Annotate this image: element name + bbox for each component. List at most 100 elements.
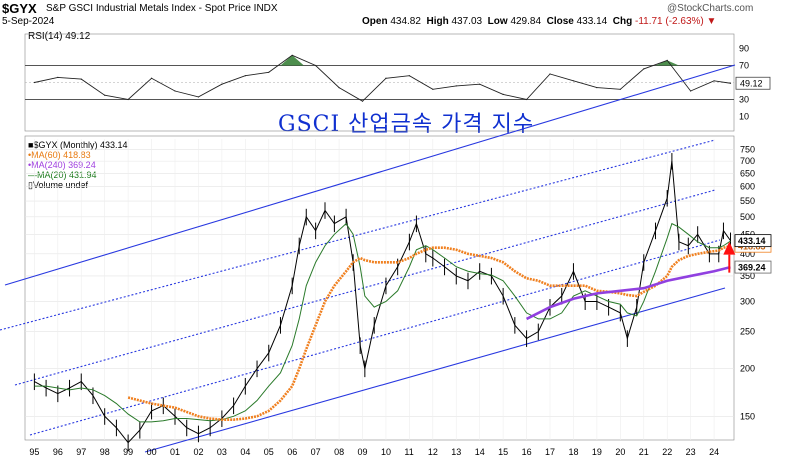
rsi-value-text: 49.12 xyxy=(740,79,763,89)
price-tick-label: 250 xyxy=(740,327,755,337)
rsi-overbought-fill xyxy=(655,60,679,66)
open-label: Open xyxy=(362,16,388,27)
rsi-point xyxy=(315,64,317,67)
high-label: High xyxy=(426,16,449,27)
ma60-line xyxy=(127,244,731,421)
legend-marker: • xyxy=(28,160,32,170)
rsi-point xyxy=(338,87,340,89)
close-value: 433.14 xyxy=(576,16,608,27)
x-tick-label: 08 xyxy=(334,447,344,457)
legend-volume: ▯Volume undef xyxy=(28,180,88,190)
rsi-point xyxy=(549,73,551,75)
x-tick-label: 04 xyxy=(240,447,250,457)
chart-date: 5-Sep-2024 xyxy=(2,16,55,27)
rsi-point xyxy=(361,100,364,102)
x-tick-label: 05 xyxy=(264,447,274,457)
rsi-point xyxy=(385,77,387,79)
chg-down-icon: ▼ xyxy=(706,16,717,27)
low-label: Low xyxy=(487,16,508,27)
price-tick-label: 500 xyxy=(740,212,755,222)
rsi-tick-label: 70 xyxy=(739,61,749,71)
x-tick-label: 09 xyxy=(358,447,368,457)
x-tick-label: 95 xyxy=(29,447,39,457)
rsi-point xyxy=(729,82,732,84)
rsi-point xyxy=(221,83,223,85)
legend-ma60: •MA(60) 418.83 xyxy=(28,150,91,160)
rsi-point xyxy=(596,87,598,89)
overlay-title: GSCI 산업금속 가격 지수 xyxy=(278,112,535,137)
chart-title: S&P GSCI Industrial Metals Index - Spot … xyxy=(46,3,278,14)
ma240-badge xyxy=(734,260,772,274)
price-tick-label: 300 xyxy=(740,296,755,306)
red-arrow-icon xyxy=(723,241,736,255)
rsi-point xyxy=(268,71,270,73)
rsi-point xyxy=(33,81,35,84)
price-tick-label: 650 xyxy=(740,168,755,178)
rsi-point xyxy=(525,98,528,101)
rsi-point xyxy=(713,80,715,82)
legend-marker: • xyxy=(28,150,32,160)
rsi-point xyxy=(690,90,692,92)
x-tick-label: 01 xyxy=(170,447,180,457)
x-tick-label: 22 xyxy=(662,447,672,457)
rsi-point xyxy=(174,90,176,92)
close-badge xyxy=(734,234,772,248)
price-tick-label: 700 xyxy=(740,156,755,166)
channel-line xyxy=(14,189,716,386)
rsi-point xyxy=(619,88,621,90)
rsi-tick-label: 30 xyxy=(739,95,749,105)
rsi-point xyxy=(666,59,668,62)
rsi-point xyxy=(643,68,645,70)
ma240-line xyxy=(525,265,731,321)
x-tick-label: 97 xyxy=(76,447,86,457)
close-label: Close xyxy=(546,16,574,27)
x-tick-label: 99 xyxy=(123,447,133,457)
channel-line xyxy=(0,139,716,331)
price-tick-label: 400 xyxy=(740,249,755,259)
x-tick-label: 20 xyxy=(615,447,625,457)
x-tick-label: 07 xyxy=(311,447,321,457)
x-tick-label: 12 xyxy=(428,447,438,457)
channel-line xyxy=(144,287,726,453)
rsi-point xyxy=(127,98,129,101)
rsi-point xyxy=(197,96,200,98)
price-frame xyxy=(24,135,735,441)
chg-value: -11.71 (-2.63%) xyxy=(635,16,704,27)
price-tick-label: 200 xyxy=(740,364,755,374)
legend-ma20: —MA(20) 431.94 xyxy=(28,170,97,180)
rsi-point xyxy=(455,85,457,87)
chart-header: $GYX S&P GSCI Industrial Metals Index - … xyxy=(0,0,793,30)
rsi-overbought-fill xyxy=(280,55,304,66)
rsi-point xyxy=(479,83,481,85)
legend-price: ■$GYX (Monthly) 433.14 xyxy=(28,140,128,150)
ohlc-readout: Open 434.82 High 437.03 Low 429.84 Close… xyxy=(362,16,716,27)
legend-marker: ▯ xyxy=(28,180,33,190)
x-tick-label: 98 xyxy=(100,447,110,457)
x-tick-label: 21 xyxy=(639,447,649,457)
rsi-point xyxy=(244,75,246,77)
x-tick-label: 16 xyxy=(522,447,532,457)
price-tick-label: 150 xyxy=(740,411,755,421)
chg-label: Chg xyxy=(612,16,633,27)
rsi-point xyxy=(150,77,153,79)
rsi-point xyxy=(572,80,575,82)
high-value: 437.03 xyxy=(451,16,483,27)
rsi-tick-label: 10 xyxy=(739,112,749,122)
price-tick-label: 600 xyxy=(740,182,755,192)
legend-marker: ■ xyxy=(28,140,34,150)
x-tick-label: 02 xyxy=(193,447,203,457)
ma20-line xyxy=(34,222,731,423)
legend-marker: — xyxy=(28,170,37,180)
rsi-point xyxy=(80,78,82,80)
x-tick-label: 96 xyxy=(53,447,63,457)
x-tick-label: 14 xyxy=(475,447,485,457)
rsi-tick-label: 90 xyxy=(739,44,749,54)
channel-line xyxy=(4,64,736,286)
x-tick-label: 19 xyxy=(592,447,602,457)
rsi-point xyxy=(502,93,504,95)
price-tick-label: 750 xyxy=(740,145,755,155)
x-tick-label: 17 xyxy=(545,447,555,457)
rsi-point xyxy=(432,88,434,90)
open-value: 434.82 xyxy=(390,16,421,27)
